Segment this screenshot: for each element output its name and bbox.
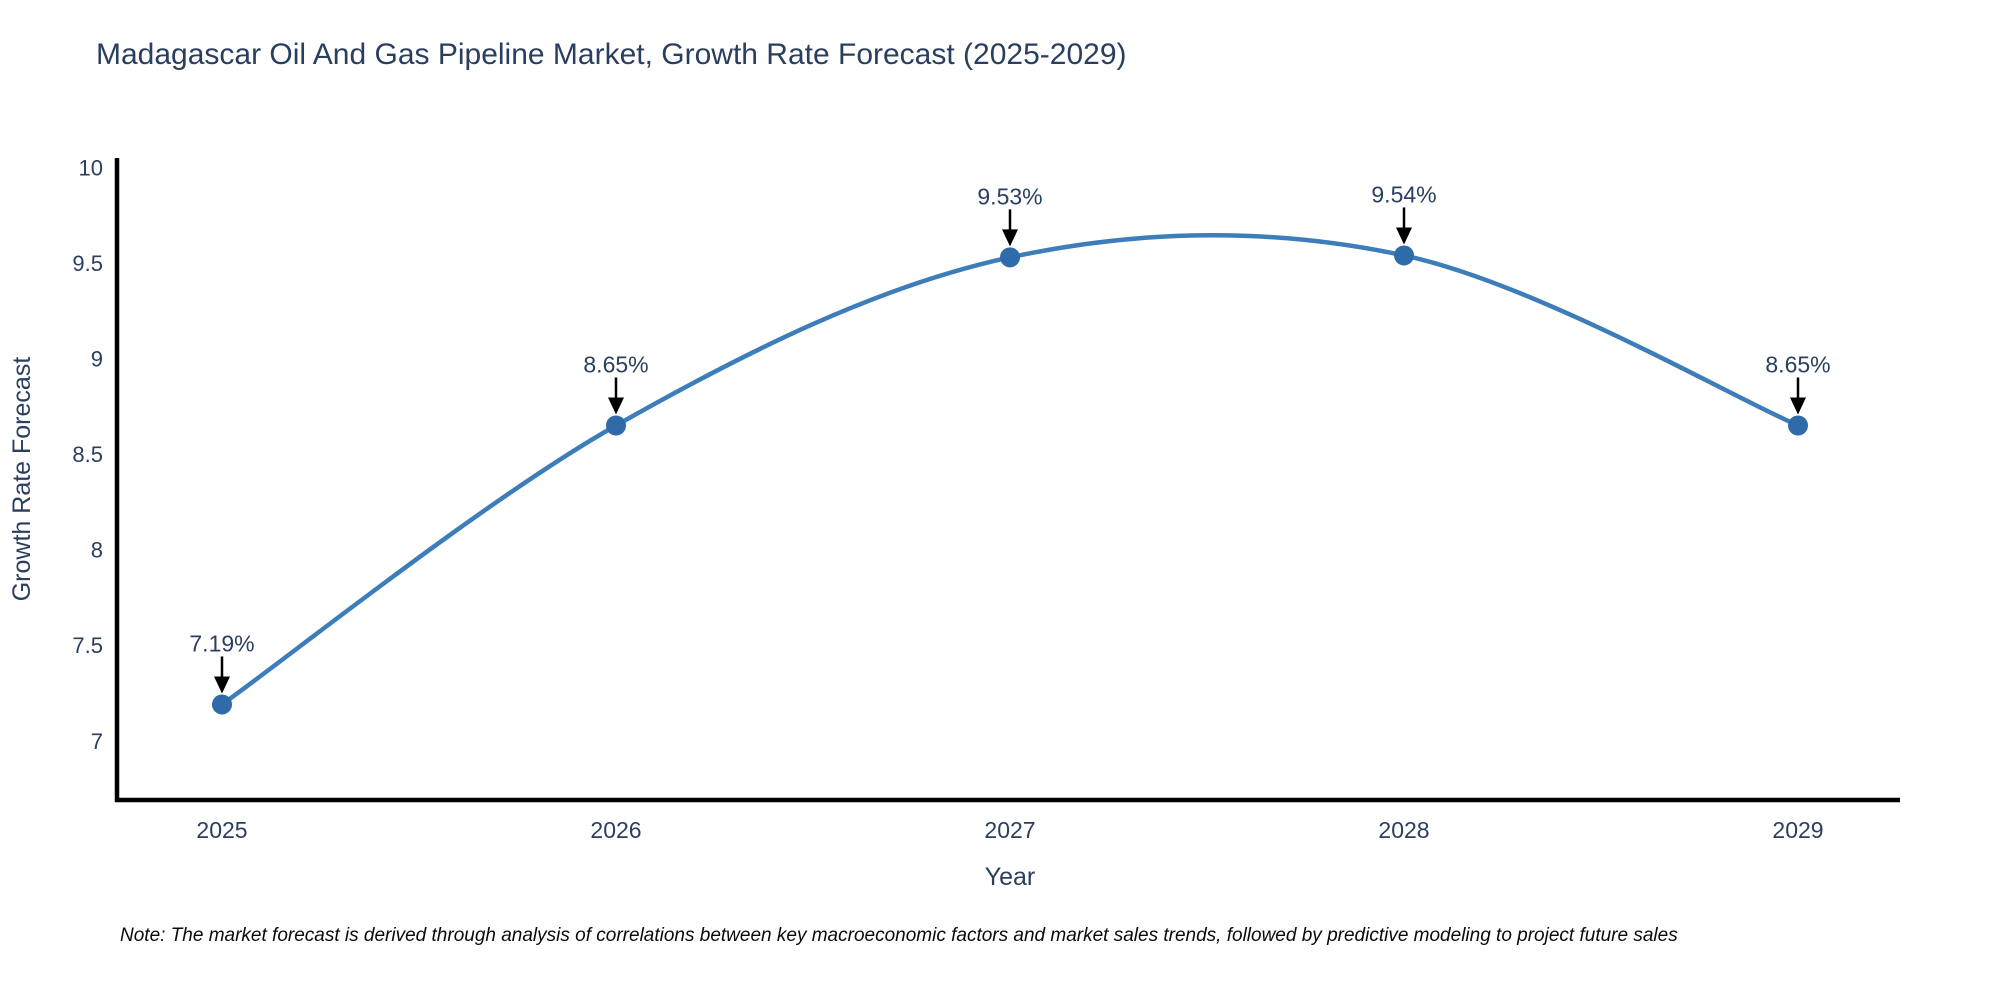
x-tick-label: 2027 [984, 817, 1035, 843]
y-tick-label: 9.5 [72, 251, 103, 276]
data-point-marker [1394, 245, 1414, 266]
data-point-marker [1788, 415, 1808, 436]
x-tick-label: 2026 [590, 817, 641, 843]
annotation-arrowhead [1396, 227, 1412, 245]
y-axis-title: Growth Rate Forecast [8, 357, 36, 602]
y-tick-label: 7 [91, 729, 103, 754]
y-tick-label: 7.5 [72, 633, 103, 658]
y-tick-label: 9 [91, 347, 103, 372]
footnote: Note: The market forecast is derived thr… [120, 925, 1678, 946]
data-point-label: 9.54% [1371, 181, 1436, 207]
data-point-marker [212, 694, 232, 715]
x-tick-label: 2025 [196, 817, 247, 843]
x-tick-label: 2028 [1378, 817, 1429, 843]
data-point-label: 9.53% [977, 183, 1042, 209]
annotation-arrowhead [1790, 397, 1806, 415]
annotation-arrowhead [1002, 229, 1018, 247]
annotation-arrowhead [608, 397, 624, 415]
y-tick-label: 8 [91, 538, 103, 563]
forecast-line [220, 233, 1799, 707]
x-axis-title: Year [985, 863, 1036, 891]
y-tick-label: 8.5 [72, 442, 103, 467]
data-point-marker [606, 415, 626, 436]
chart-title: Madagascar Oil And Gas Pipeline Market, … [96, 38, 1127, 71]
data-point-label: 8.65% [583, 352, 648, 378]
y-tick-label: 10 [79, 156, 103, 181]
data-point-label: 8.65% [1765, 352, 1830, 378]
annotation-arrowhead [214, 676, 230, 694]
data-point-marker [1000, 247, 1020, 268]
x-tick-label: 2029 [1772, 817, 1823, 843]
data-point-label: 7.19% [189, 630, 254, 656]
